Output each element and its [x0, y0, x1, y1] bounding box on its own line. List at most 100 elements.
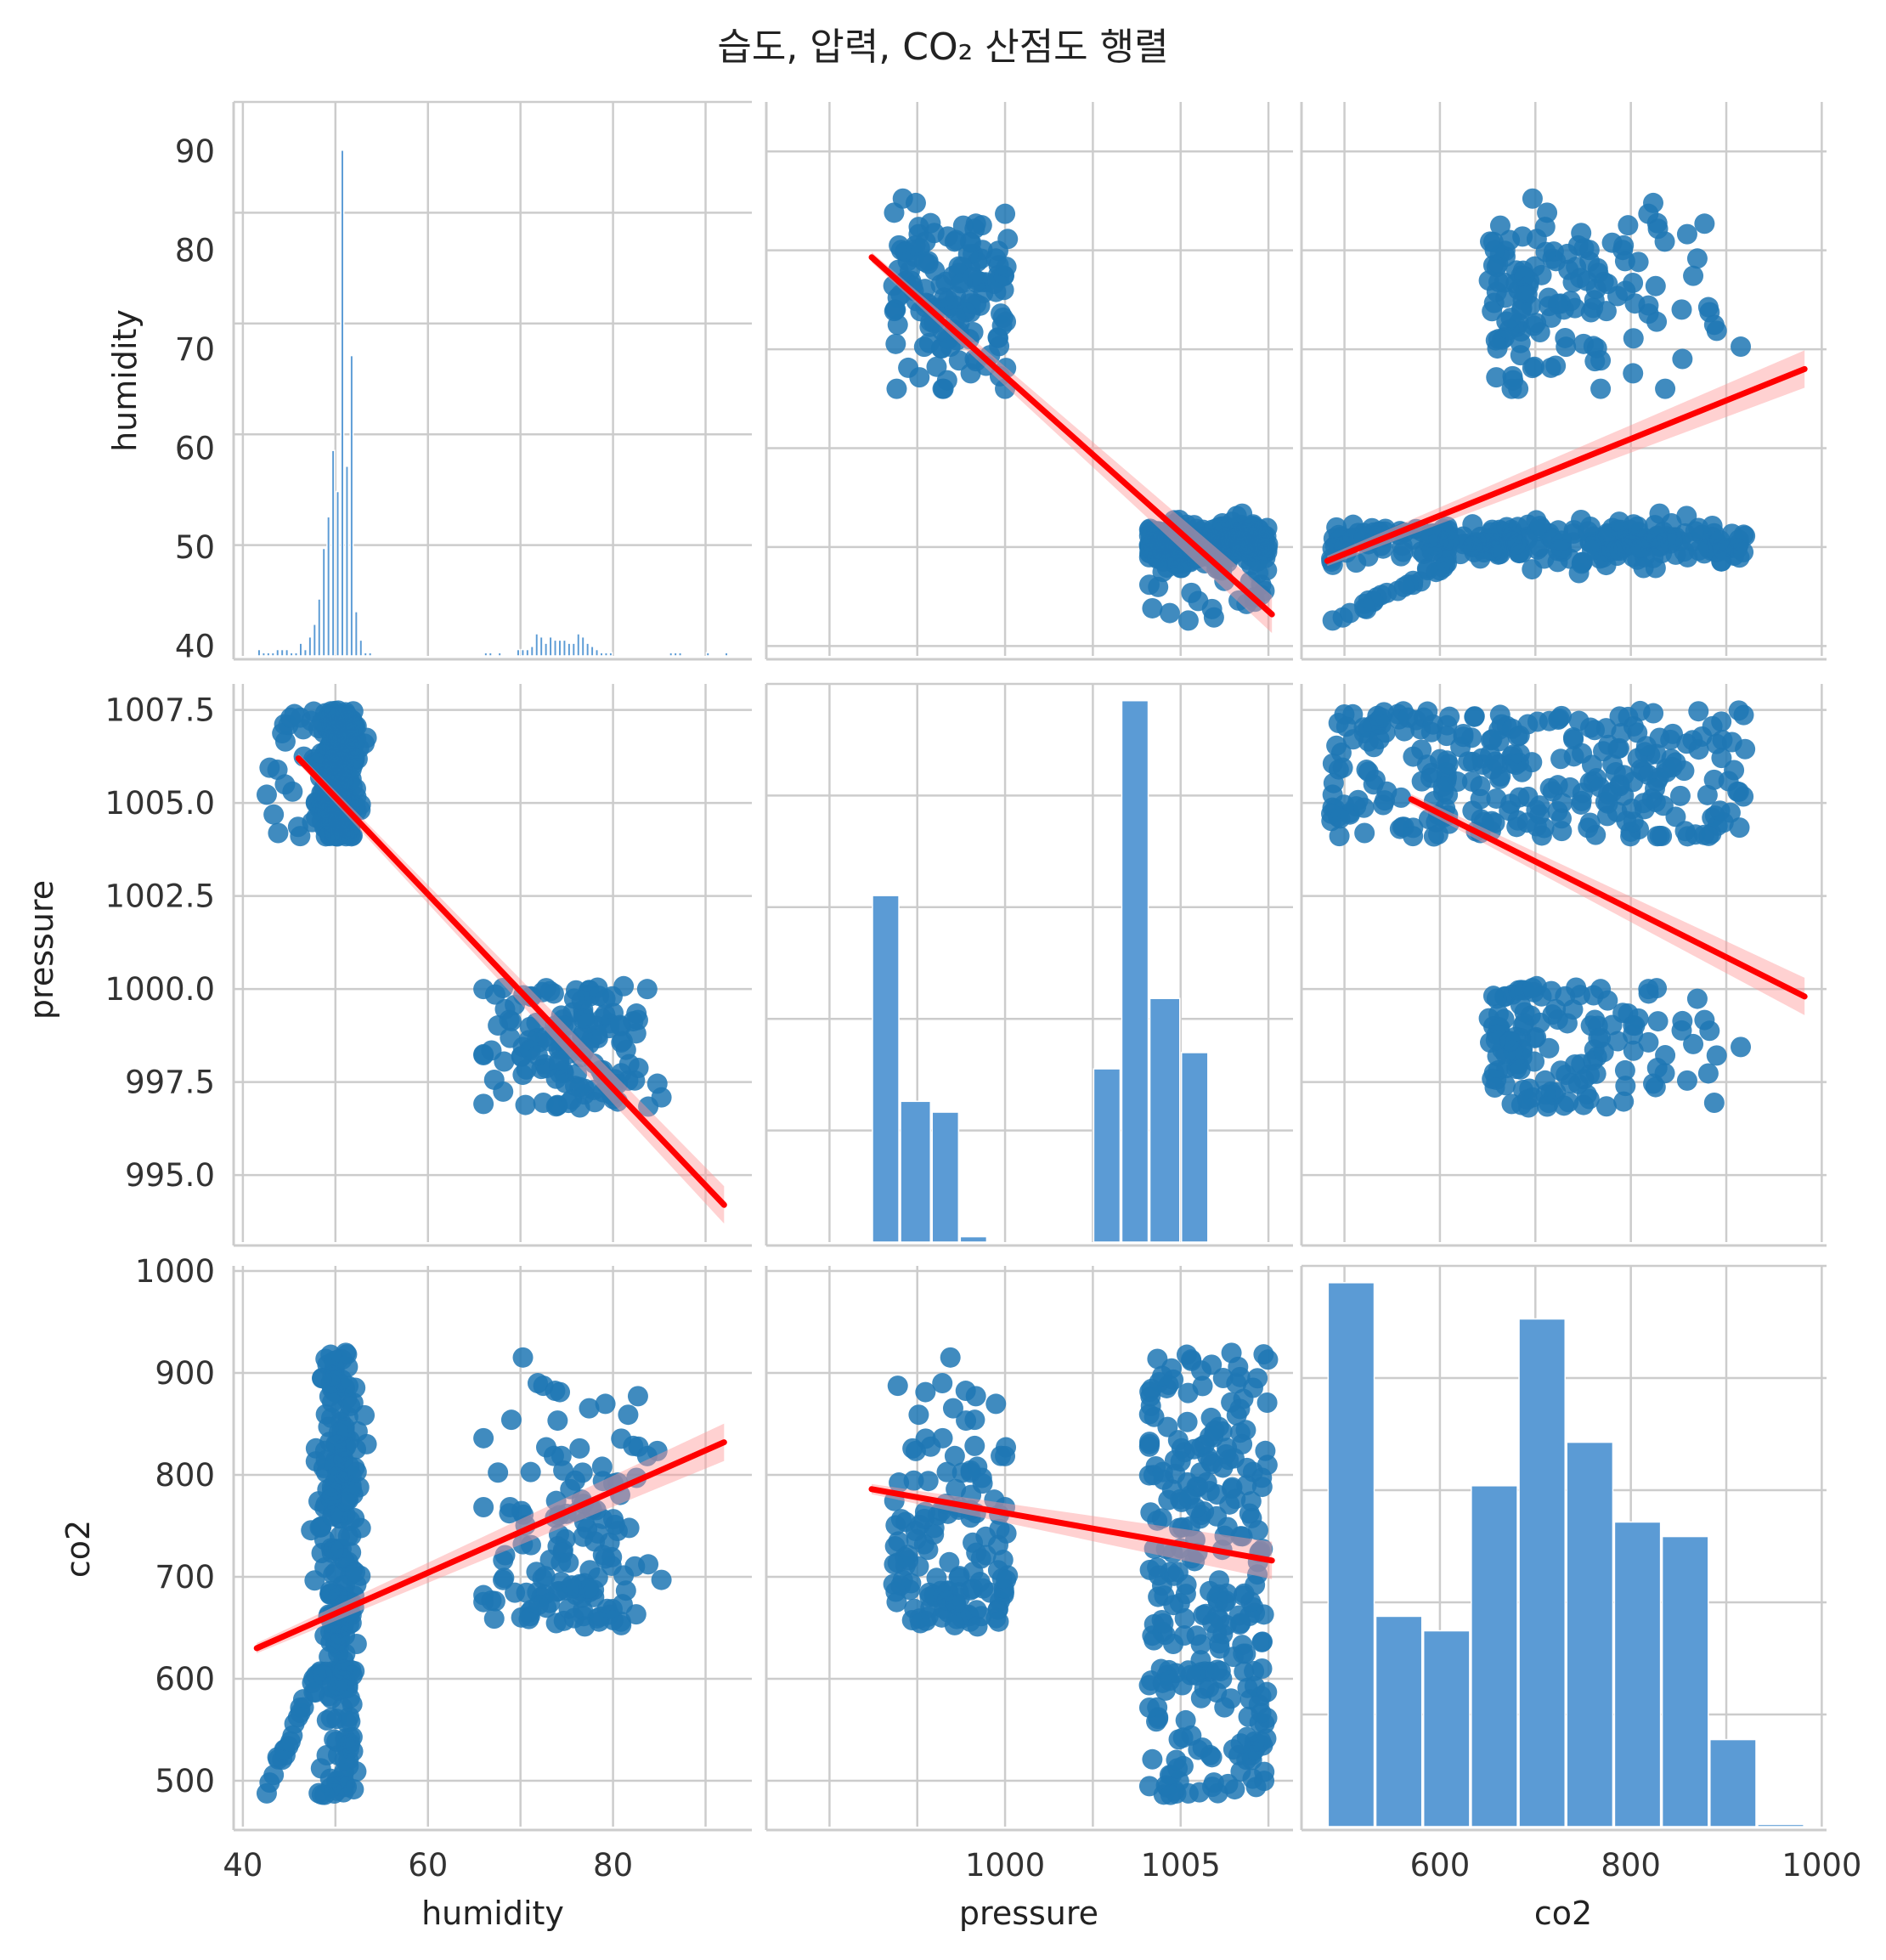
point-pressure-humidity-132	[561, 1089, 582, 1110]
point-co2-pressure-362	[1235, 1643, 1256, 1664]
point-co2-humidity-399	[302, 1672, 323, 1693]
point-pressure-co2-41	[1676, 1070, 1697, 1091]
point-co2-humidity-136	[481, 1590, 502, 1611]
point-pressure-humidity-116	[563, 988, 584, 1009]
point-pressure-co2-269	[1470, 788, 1491, 810]
hist-bar-humidity-36	[553, 639, 558, 657]
point-co2-humidity-135	[539, 1549, 561, 1570]
y-tick-label-co2-0: 500	[155, 1763, 215, 1799]
point-co2-humidity-122	[572, 1462, 593, 1483]
point-co2-humidity-64	[483, 1608, 505, 1630]
point-pressure-co2-257	[1677, 826, 1698, 847]
point-co2-pressure-98	[936, 1461, 957, 1483]
hist-bar-humidity-22	[359, 639, 364, 657]
point-co2-pressure-100	[923, 1524, 945, 1545]
point-co2-humidity-396	[340, 1733, 361, 1754]
point-pressure-co2-347	[1393, 816, 1414, 838]
point-pressure-co2-391	[1688, 739, 1709, 760]
point-pressure-co2-328	[1706, 733, 1727, 754]
y-tick-label-humidity-1: 50	[175, 529, 215, 566]
point-co2-humidity-111	[545, 1613, 567, 1634]
point-pressure-humidity-419	[321, 725, 342, 746]
point-co2-humidity-134	[615, 1580, 636, 1601]
hist-bar-humidity-47	[603, 652, 608, 657]
point-humidity-co2-357	[1595, 526, 1616, 547]
point-pressure-humidity-282	[256, 784, 277, 805]
hist-bar-humidity-34	[544, 642, 549, 657]
point-pressure-co2-290	[1461, 771, 1482, 792]
point-co2-humidity-118	[601, 1555, 622, 1576]
hist-bar-pressure-3	[959, 1235, 988, 1243]
point-pressure-co2-126	[1573, 1094, 1595, 1116]
hist-bar-humidity-50	[673, 652, 678, 657]
point-pressure-humidity-296	[274, 731, 296, 752]
hist-bar-humidity-35	[548, 635, 553, 657]
point-humidity-co2-118	[1535, 241, 1556, 263]
point-co2-pressure-115	[984, 1489, 1005, 1511]
point-pressure-co2-381	[1578, 817, 1599, 839]
point-co2-pressure-343	[1179, 1516, 1200, 1537]
point-co2-pressure-92	[985, 1393, 1007, 1415]
point-pressure-co2-400	[1420, 721, 1442, 743]
point-humidity-pressure-414	[1183, 515, 1205, 536]
point-pressure-co2-356	[1709, 800, 1731, 822]
point-co2-pressure-375	[1190, 1462, 1211, 1483]
point-humidity-co2-356	[1709, 529, 1731, 551]
point-pressure-humidity-114	[636, 979, 658, 1000]
point-pressure-co2-100	[1564, 1054, 1585, 1076]
point-co2-pressure-245	[1251, 1477, 1273, 1498]
point-co2-humidity-406	[346, 1461, 367, 1483]
point-co2-humidity-417	[313, 1784, 335, 1805]
hist-bar-humidity-24	[368, 652, 373, 657]
hist-bar-humidity-41	[576, 633, 581, 657]
point-co2-humidity-24	[473, 1496, 494, 1517]
hist-bar-humidity-40	[571, 642, 576, 657]
point-co2-humidity-120	[539, 1592, 561, 1613]
point-co2-pressure-173	[1177, 1411, 1198, 1432]
point-humidity-co2-98	[1623, 328, 1644, 349]
point-pressure-co2-136	[1503, 1040, 1524, 1061]
point-co2-pressure-388	[1153, 1613, 1174, 1634]
point-pressure-co2-404	[1482, 729, 1503, 750]
point-humidity-pressure-116	[985, 281, 1007, 302]
hist-bar-co2-6	[1613, 1521, 1662, 1827]
point-humidity-pressure-419	[1234, 540, 1255, 562]
point-co2-humidity-113	[532, 1567, 553, 1589]
point-co2-humidity-121	[516, 1582, 537, 1603]
point-co2-humidity-86	[579, 1560, 601, 1581]
point-pressure-co2-351	[1398, 707, 1419, 728]
point-humidity-co2-386	[1597, 541, 1618, 562]
point-humidity-co2-405	[1727, 538, 1748, 559]
point-humidity-co2-113	[1523, 315, 1544, 336]
point-humidity-pressure-37	[965, 213, 986, 234]
hist-bar-humidity-39	[567, 642, 572, 657]
hist-bar-humidity-45	[595, 648, 600, 657]
hist-bar-humidity-7	[289, 652, 294, 657]
point-co2-humidity-40	[591, 1456, 613, 1477]
point-pressure-co2-386	[1597, 783, 1618, 805]
grid-layer	[232, 100, 1827, 1832]
point-co2-pressure-381	[1147, 1510, 1168, 1531]
point-pressure-co2-133	[1482, 986, 1504, 1007]
point-pressure-co2-138	[1524, 1051, 1545, 1072]
point-co2-humidity-133	[589, 1611, 610, 1632]
point-co2-humidity-405	[324, 1350, 345, 1371]
point-co2-pressure-133	[988, 1611, 1009, 1632]
mark-layer	[253, 150, 1808, 1827]
point-co2-pressure-418	[1138, 1675, 1160, 1696]
y-tick-label-co2-4: 900	[155, 1355, 215, 1392]
hist-bar-humidity-44	[590, 646, 595, 657]
point-humidity-co2-342	[1326, 517, 1347, 538]
point-co2-humidity-251	[320, 1708, 342, 1729]
point-humidity-co2-391	[1688, 539, 1709, 561]
point-pressure-co2-415	[1633, 793, 1654, 814]
point-co2-pressure-356	[1163, 1369, 1184, 1390]
point-co2-pressure-376	[1256, 1681, 1278, 1703]
point-co2-humidity-413	[342, 1664, 363, 1686]
point-pressure-co2-408	[1462, 751, 1483, 772]
point-humidity-co2-41	[1676, 223, 1697, 245]
point-pressure-humidity-121	[516, 1059, 537, 1080]
point-humidity-co2-111	[1482, 301, 1503, 322]
point-humidity-co2-414	[1645, 515, 1666, 536]
point-co2-humidity-127	[584, 1531, 606, 1552]
